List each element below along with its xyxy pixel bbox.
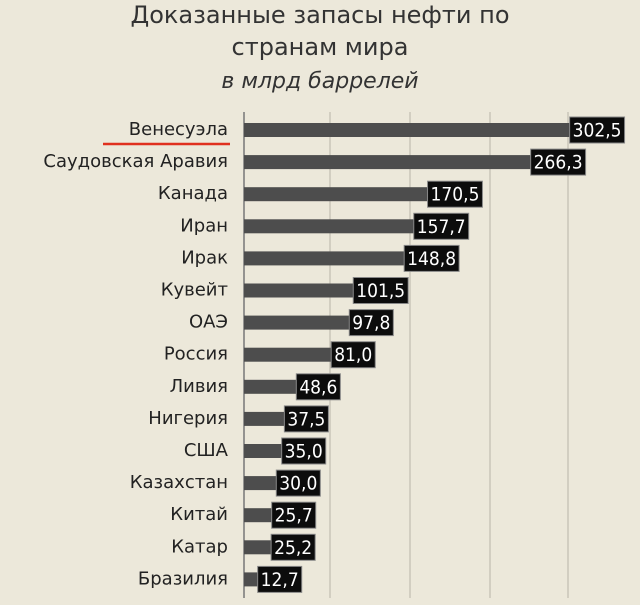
y-tick-label: Саудовская Аравия — [43, 151, 228, 172]
bar — [244, 476, 277, 491]
y-tick-label: Венесуэла — [129, 119, 228, 140]
bar — [244, 315, 350, 330]
y-tick-label: Ливия — [170, 376, 228, 397]
bar — [244, 347, 332, 362]
value-label: 266,3 — [534, 152, 583, 174]
value-label-box — [281, 437, 327, 465]
bar — [244, 123, 570, 137]
y-tick-label: Канада — [158, 183, 228, 204]
value-label: 101,5 — [356, 280, 405, 302]
chart-title: странам мира — [232, 33, 409, 61]
value-label: 35,0 — [285, 441, 323, 463]
value-label: 25,2 — [274, 537, 312, 559]
value-label-box — [330, 341, 376, 369]
value-label-box — [352, 277, 409, 304]
value-label: 157,7 — [417, 216, 466, 238]
value-label: 170,5 — [431, 184, 480, 206]
y-tick-label: Казахстан — [130, 472, 228, 493]
value-label: 12,7 — [261, 569, 299, 591]
chart-title: Доказанные запасы нефти по — [130, 1, 509, 29]
value-label-box — [283, 405, 329, 433]
value-label: 97,8 — [352, 312, 390, 334]
value-label-box — [427, 180, 483, 208]
y-tick-label: Кувейт — [161, 280, 228, 301]
bar — [244, 540, 272, 555]
value-label: 30,0 — [279, 473, 317, 495]
value-label: 25,7 — [275, 505, 313, 527]
value-label-box — [530, 148, 587, 176]
y-tick-label: Нигерия — [148, 408, 228, 429]
bar — [244, 411, 285, 426]
y-tick-label: США — [184, 440, 229, 461]
y-tick-label: Китай — [170, 504, 228, 525]
value-label-box — [413, 212, 470, 240]
y-tick-label: Катар — [171, 536, 228, 557]
bar — [244, 444, 282, 458]
value-label: 37,5 — [287, 408, 325, 430]
value-label: 81,0 — [334, 344, 372, 366]
value-label-box — [275, 469, 321, 497]
y-tick-label: Россия — [164, 344, 228, 365]
bar — [244, 155, 531, 170]
y-tick-label: Иран — [180, 215, 228, 236]
y-tick-label: Бразилия — [138, 568, 228, 589]
bar — [244, 572, 258, 587]
bar — [244, 251, 405, 266]
value-label-box — [257, 565, 303, 593]
value-label-box — [271, 501, 317, 529]
bar — [244, 283, 354, 298]
value-label: 302,5 — [573, 120, 622, 142]
y-tick-label: Ирак — [181, 247, 228, 268]
value-label-box — [348, 309, 394, 337]
value-label-box — [295, 373, 341, 401]
value-label-box — [569, 116, 626, 144]
y-tick-label: ОАЭ — [189, 312, 228, 333]
bar — [244, 219, 414, 234]
bar — [244, 187, 428, 202]
bar — [244, 379, 297, 394]
bar — [244, 508, 272, 523]
value-label: 48,6 — [299, 376, 337, 398]
value-label: 148,8 — [407, 248, 456, 270]
value-label-box — [403, 244, 460, 272]
chart-subtitle: в млрд баррелей — [221, 69, 418, 94]
value-label-box — [270, 533, 316, 561]
